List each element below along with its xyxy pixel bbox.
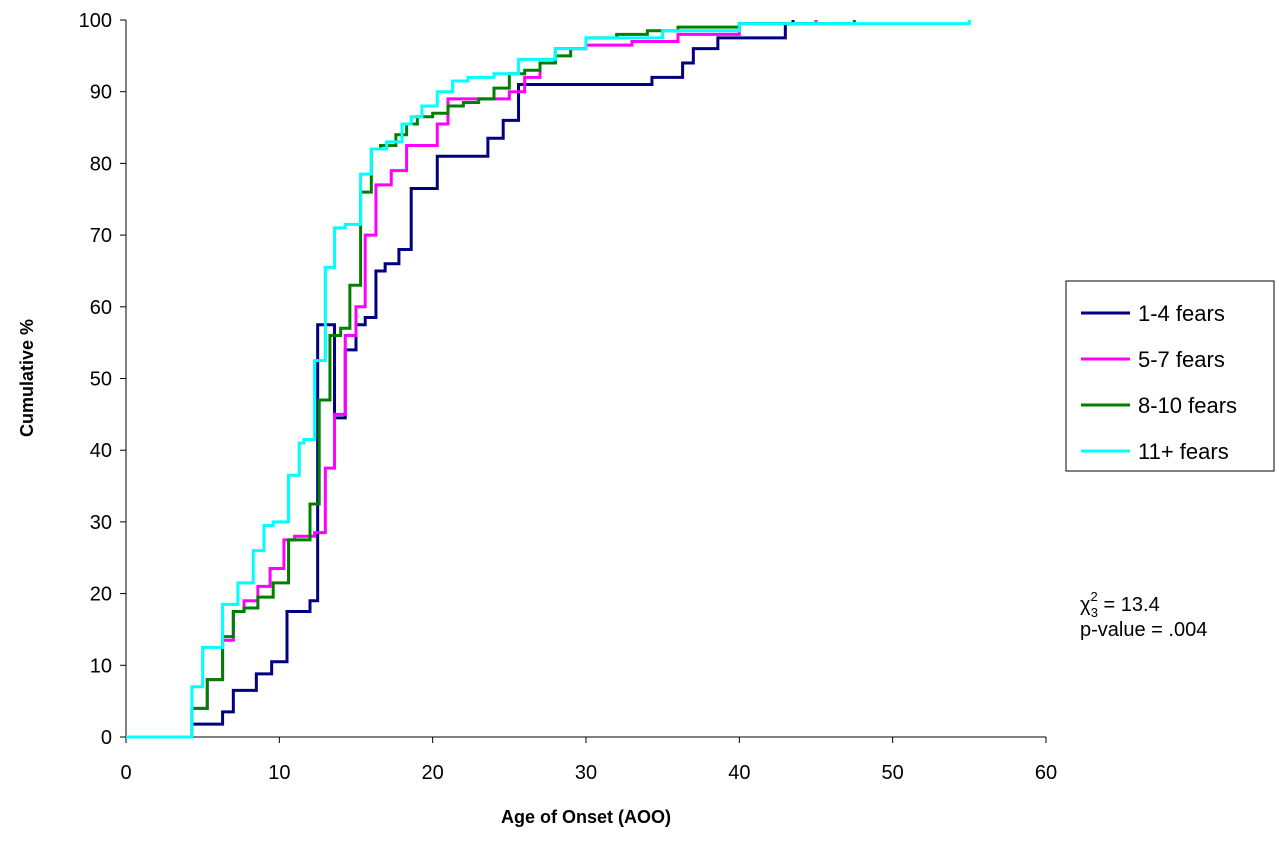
- p-value-text: p-value = .004: [1080, 619, 1207, 641]
- y-tick-label: 90: [90, 82, 112, 104]
- series-line-11-fears: [126, 20, 971, 739]
- y-tick-label: 50: [90, 369, 112, 391]
- y-tick-label: 0: [101, 727, 112, 749]
- series-line-8-10-fears: [126, 20, 856, 739]
- legend-label-5-7-fears: 5-7 fears: [1138, 347, 1225, 372]
- legend-label-8-10-fears: 8-10 fears: [1138, 393, 1237, 418]
- x-tick-label: 40: [728, 762, 750, 784]
- y-tick-label: 40: [90, 440, 112, 462]
- series-line-5-7-fears: [126, 20, 818, 739]
- legend-label-11-fears: 11+ fears: [1138, 439, 1229, 464]
- y-tick-label: 20: [90, 584, 112, 606]
- y-axis-title: Cumulative %: [17, 319, 37, 437]
- series-line-1-4-fears: [126, 20, 795, 739]
- x-axis-title: Age of Onset (AOO): [501, 807, 671, 827]
- chi-square-annotation: χ2 3 = 13.4 p-value = .004: [1080, 589, 1207, 641]
- y-tick-label: 30: [90, 512, 112, 534]
- legend-label-1-4-fears: 1-4 fears: [1138, 301, 1225, 326]
- plot-area: 0 10 20 30 40 50 60 70 80 90 100 0 10 20 30 40 50 60: [79, 10, 1058, 784]
- chi-square-stat: χ2 3 = 13.4: [1080, 589, 1160, 620]
- y-tick-label: 60: [90, 297, 112, 319]
- x-tick-label: 10: [268, 762, 290, 784]
- legend: 1-4 fears 5-7 fears 8-10 fears 11+ fears: [1065, 280, 1275, 472]
- series-lines: [126, 20, 971, 739]
- y-tick-label: 80: [90, 153, 112, 175]
- x-tick-label: 50: [882, 762, 904, 784]
- x-axis-ticks: 0 10 20 30 40 50 60: [120, 737, 1057, 784]
- x-tick-label: 60: [1035, 762, 1057, 784]
- y-tick-label: 70: [90, 225, 112, 247]
- x-tick-label: 30: [575, 762, 597, 784]
- x-tick-label: 0: [120, 762, 131, 784]
- y-axis-ticks: 0 10 20 30 40 50 60 70 80 90 100: [79, 10, 126, 749]
- y-tick-label: 10: [90, 655, 112, 677]
- legend-items: 1-4 fears 5-7 fears 8-10 fears 11+ fears: [1081, 301, 1237, 464]
- y-tick-label: 100: [79, 10, 112, 32]
- x-tick-label: 20: [422, 762, 444, 784]
